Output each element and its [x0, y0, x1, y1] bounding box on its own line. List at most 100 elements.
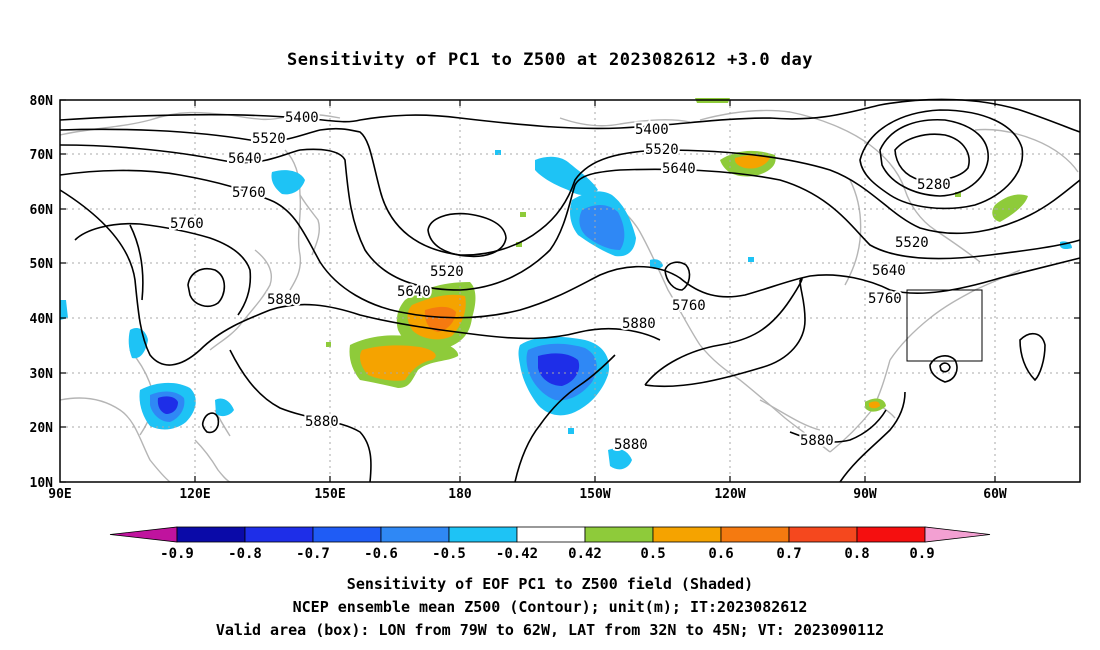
contour-5880-shape: [644, 279, 806, 388]
contour-label: 5640: [872, 263, 906, 279]
contour-label: 5760: [868, 291, 902, 307]
colorbar-labels: -0.9 -0.8 -0.7 -0.6 -0.5 -0.42 0.42 0.5 …: [160, 546, 935, 562]
contour-label: 5880: [305, 414, 339, 430]
contour-5880-mid: [514, 354, 616, 483]
contour-label: 5760: [170, 216, 204, 232]
contour-5640: [59, 144, 1081, 291]
contour-label: 5640: [228, 151, 262, 167]
lat-label: 20N: [30, 421, 54, 436]
z500-contours: [59, 98, 1081, 483]
contour-label: 5520: [430, 264, 464, 280]
contour-5880-low: [229, 349, 372, 483]
negative-patch: [495, 150, 501, 155]
lat-label: 30N: [30, 367, 54, 382]
colorbar-tick-label: -0.5: [432, 546, 466, 562]
colorbar-bin: [176, 526, 246, 543]
colorbar-tick-label: 0.42: [568, 546, 602, 562]
map-title: Sensitivity of PC1 to Z500 at 2023082612…: [286, 50, 813, 70]
lat-lon-grid: [60, 100, 1080, 482]
negative-patch: [568, 428, 574, 434]
colorbar-tick-label: 0.5: [640, 546, 665, 562]
lat-label: 10N: [30, 476, 54, 491]
contour-label: 5760: [232, 185, 266, 201]
positive-patch: [326, 342, 331, 347]
lon-label: 150E: [314, 487, 345, 502]
lon-label: 120W: [714, 487, 745, 502]
contour-label: 5640: [662, 161, 696, 177]
negative-patch: [650, 259, 663, 269]
colorbar-under-triangle: [109, 526, 178, 543]
contour-5880-nw: [129, 224, 144, 301]
contour-label: 5880: [622, 316, 656, 332]
positive-patch: [992, 194, 1028, 222]
negative-patch: [748, 257, 754, 262]
contour-5880-atl: [1019, 332, 1046, 382]
colorbar-bin: [584, 526, 654, 543]
lon-label: 120E: [179, 487, 210, 502]
negative-patch: [579, 204, 625, 250]
contour-5880-east: [644, 278, 803, 386]
colorbar-tick-label: 0.7: [776, 546, 801, 562]
negative-patch: [157, 396, 178, 414]
colorbar-bin: [652, 526, 722, 543]
positive-patch: [734, 155, 770, 169]
footer-line-2: NCEP ensemble mean Z500 (Contour); unit(…: [292, 598, 808, 616]
contour-label: 5520: [252, 131, 286, 147]
contour-5280-ring: [879, 118, 989, 197]
negative-patch: [215, 398, 234, 417]
contour-label: 5880: [614, 437, 648, 453]
negative-patch: [608, 448, 632, 470]
lat-label: 80N: [30, 94, 54, 109]
contour-label: 5400: [285, 110, 319, 126]
valid-area-box: [906, 289, 983, 362]
contour-small-1: [929, 355, 958, 383]
colorbar-bin: [856, 526, 926, 543]
contour-label: 5280: [917, 177, 951, 193]
positive-patch: [955, 192, 961, 197]
lon-label: 90E: [48, 487, 71, 502]
contour-low-west: [187, 268, 226, 307]
colorbar-tick-label: 0.6: [708, 546, 733, 562]
colorbar-bin: [244, 526, 314, 543]
lat-label: 70N: [30, 148, 54, 163]
colorbar-bin: [788, 526, 858, 543]
positive-patch: [360, 345, 436, 381]
colorbar-bin: [448, 526, 518, 543]
lon-label: 150W: [579, 487, 610, 502]
footer-line-1: Sensitivity of EOF PC1 to Z500 field (Sh…: [346, 575, 754, 593]
contour-label: 5520: [645, 142, 679, 158]
colorbar-bin: [720, 526, 790, 543]
contour-5760: [59, 169, 1081, 319]
lat-label: 50N: [30, 257, 54, 272]
colorbar-tick-label: -0.9: [160, 546, 194, 562]
contour-label: 5760: [672, 298, 706, 314]
contour-5760-left: [74, 222, 252, 316]
colorbar-bin: [516, 526, 586, 543]
colorbar-tick-label: -0.6: [364, 546, 398, 562]
contour-label: 5520: [895, 235, 929, 251]
contour-5880-gulf: [789, 409, 887, 443]
colorbar-tick-label: -0.7: [296, 546, 330, 562]
positive-patch: [516, 242, 522, 247]
contour-label: 5880: [800, 433, 834, 449]
negative-patch: [60, 300, 68, 320]
lon-label: 60W: [983, 487, 1007, 502]
lon-label: 90W: [853, 487, 877, 502]
shaded-sensitivity: [60, 98, 1072, 470]
contour-small-3: [201, 412, 220, 434]
lat-label: 40N: [30, 312, 54, 327]
contour-5520: [59, 127, 1081, 256]
colorbar-tick-label: 0.8: [844, 546, 869, 562]
map-frame: [59, 99, 1081, 483]
contour-5880: [59, 189, 661, 366]
colorbar-tick-label: -0.42: [496, 546, 538, 562]
colorbar-tick-label: 0.9: [909, 546, 934, 562]
contour-low-pac: [427, 212, 507, 258]
negative-patch: [538, 353, 580, 386]
negative-patch: [271, 170, 305, 195]
contour-label: 5400: [635, 122, 669, 138]
positive-patch: [424, 306, 456, 332]
positive-patch: [869, 401, 880, 409]
contour-5400: [59, 98, 1081, 133]
